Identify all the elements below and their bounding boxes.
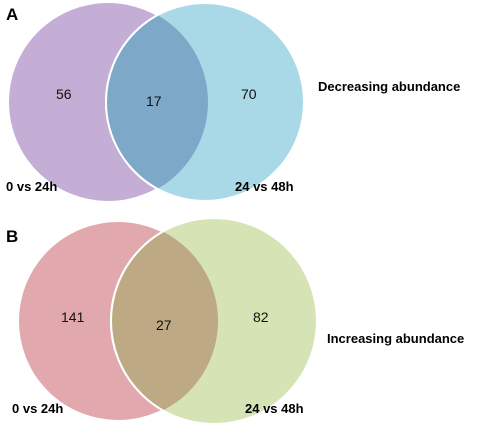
panel-b: B 141 27 82 0 vs 24h 24 vs 48h Increasin…	[6, 217, 464, 425]
panel-a-right-only-count: 70	[241, 86, 257, 102]
panel-a-left-set-label: 0 vs 24h	[6, 179, 57, 194]
panel-a-right-set-label: 24 vs 48h	[235, 179, 294, 194]
panel-a-overlap-region	[106, 3, 208, 201]
panel-b-title: Increasing abundance	[327, 331, 464, 346]
panel-b-overlap-count: 27	[156, 317, 172, 333]
panel-b-letter: B	[6, 227, 18, 246]
panel-b-right-only-count: 82	[253, 309, 269, 325]
panel-a: A 56 17 70 0 vs 24h 24 vs 48h Decreasing…	[6, 1, 460, 203]
panel-b-overlap-region	[111, 221, 218, 421]
panel-b-right-set-label: 24 vs 48h	[245, 401, 304, 416]
panel-a-left-only-count: 56	[56, 86, 72, 102]
panel-a-overlap-count: 17	[146, 93, 162, 109]
panel-a-title: Decreasing abundance	[318, 79, 460, 94]
panel-a-letter: A	[6, 5, 18, 24]
panel-b-overlap-edge	[110, 221, 218, 421]
panel-b-left-set-label: 0 vs 24h	[12, 401, 63, 416]
panel-b-left-only-count: 141	[61, 309, 85, 325]
